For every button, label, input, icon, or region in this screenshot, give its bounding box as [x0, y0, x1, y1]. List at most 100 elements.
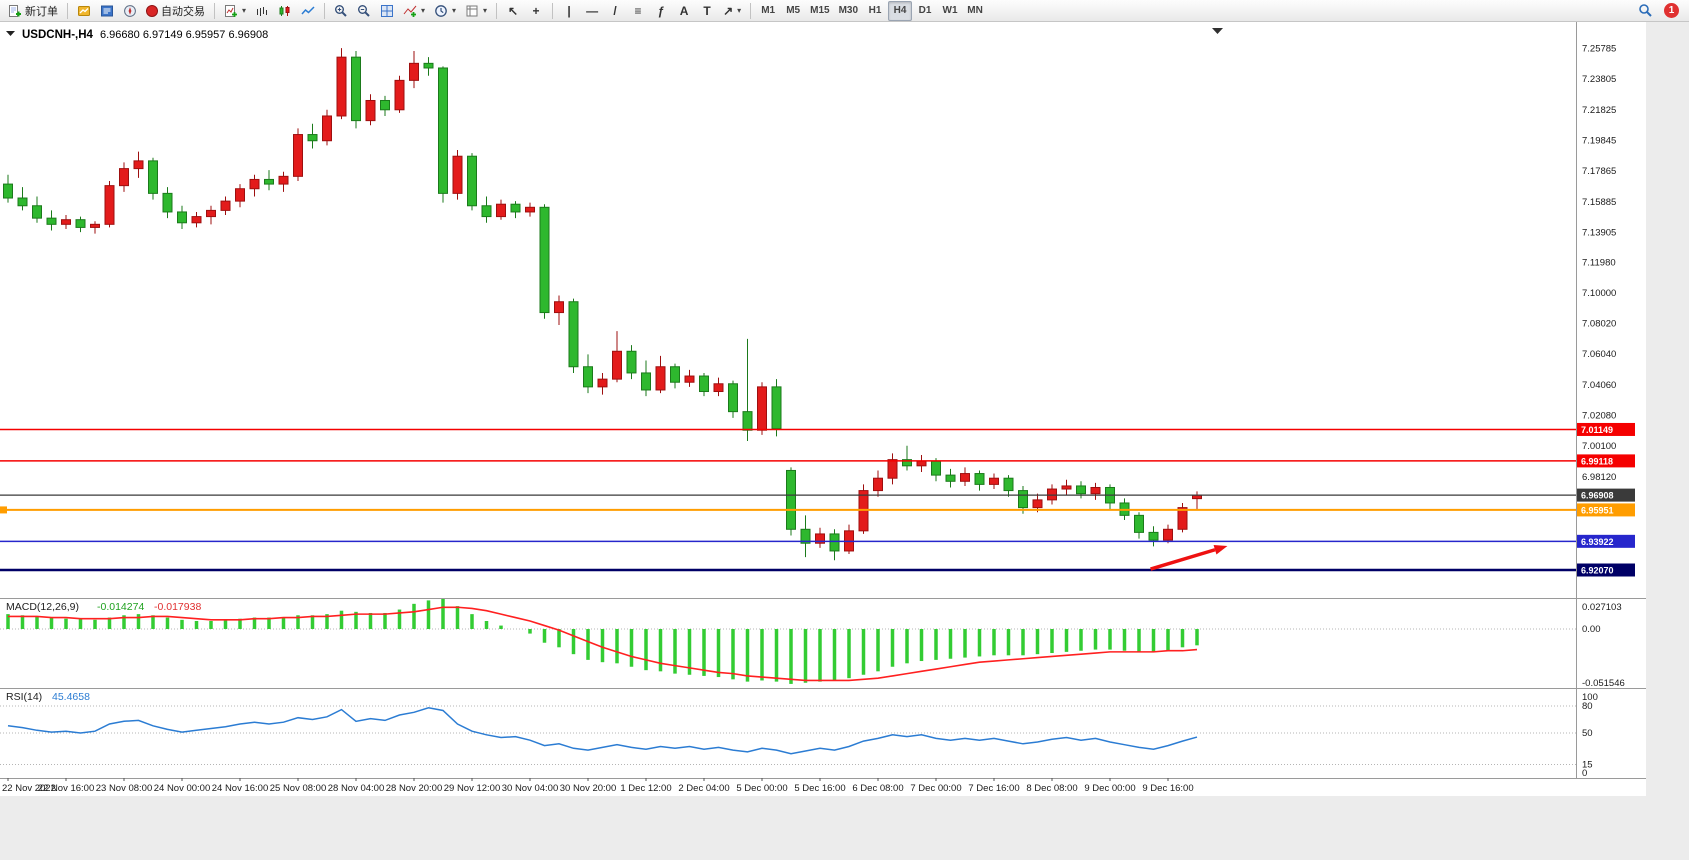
price-tag-label: 6.96908 [1581, 491, 1614, 501]
time-axis-label: 22 Nov 2022 [2, 783, 56, 794]
line-chart-button[interactable] [297, 1, 319, 21]
new-chart-button[interactable]: ▾ [220, 1, 250, 21]
chart-corner-dropdown-icon[interactable] [1212, 28, 1223, 34]
candle-body [873, 477, 883, 492]
candlestick-chart-button[interactable] [274, 1, 296, 21]
text-label-button[interactable]: T [696, 1, 718, 21]
timeframe-mn-button[interactable]: MN [963, 1, 987, 21]
horizontal-line-icon: — [586, 3, 599, 18]
chart-ohlc-readout: 6.96680 6.97149 6.95957 6.96908 [100, 29, 268, 41]
new-order-icon [9, 4, 21, 17]
new-order-button[interactable]: 新订单 [4, 1, 62, 21]
candle-body [1134, 514, 1144, 533]
zoom-in-button[interactable] [330, 1, 352, 21]
candle-body [17, 197, 28, 207]
candle-body [568, 301, 579, 368]
candle-body [220, 200, 231, 211]
equidistant-channel-button[interactable]: ≡ [627, 1, 649, 21]
arrow-object-line[interactable] [1150, 548, 1216, 571]
hline-handle[interactable] [0, 506, 7, 514]
candle-body [974, 473, 985, 485]
candlestick-chart-icon [279, 5, 290, 16]
crosshair-button[interactable]: + [525, 1, 547, 21]
price-axis-label: 7.02080 [1582, 411, 1616, 422]
arrow-object-head[interactable] [1213, 544, 1228, 555]
price-axis-label: 7.17865 [1582, 166, 1616, 177]
text-button[interactable]: A [673, 1, 695, 21]
candle-body [438, 67, 448, 194]
candle-body [278, 175, 289, 185]
price-axis-label: 6.98120 [1582, 472, 1616, 483]
timeframe-m1-button[interactable]: M1 [756, 1, 780, 21]
trendline-icon: / [613, 3, 617, 18]
indicator-scale-label: 100 [1582, 692, 1598, 703]
candle-body [684, 375, 695, 383]
time-axis-label: 30 Nov 04:00 [502, 783, 559, 794]
candle-body [699, 375, 709, 393]
candle-body [1148, 531, 1159, 541]
toolbar-separator [324, 2, 326, 19]
candle-body [423, 62, 434, 69]
toolbar-separator [214, 2, 215, 19]
template-icon [466, 5, 478, 16]
fibonacci-button[interactable]: ƒ [650, 1, 672, 21]
timeframe-m5-button[interactable]: M5 [781, 1, 805, 21]
timeframe-w1-button[interactable]: W1 [938, 1, 962, 21]
candle-body [829, 533, 840, 552]
tile-windows-button[interactable] [376, 1, 398, 21]
charts-profile-button[interactable] [73, 1, 95, 21]
toolbar-separator [496, 2, 498, 19]
candle-body [191, 216, 202, 224]
notification-badge[interactable]: 1 [1664, 3, 1679, 18]
indicators-button[interactable]: ▾ [399, 1, 429, 21]
candle-body [670, 366, 680, 383]
search-button[interactable] [1634, 1, 1657, 21]
chart-canvas[interactable]: 7.25785 7.23805 7.21825 7.19845 7.17865 7.158… [0, 22, 1689, 860]
autotrading-button[interactable]: 自动交易 [142, 1, 209, 21]
fibonacci-icon: ƒ [657, 3, 665, 18]
zoom-in-icon [335, 4, 347, 17]
candle-body [336, 56, 347, 117]
indicators-icon [403, 5, 417, 17]
candle-body [1177, 507, 1188, 530]
crosshair-icon: + [532, 3, 540, 18]
candle-body [626, 350, 637, 374]
time-axis-label: 23 Nov 08:00 [96, 783, 153, 794]
candle-body [728, 383, 738, 413]
rsi-indicator-label: RSI(14) [6, 691, 42, 703]
candle-body [554, 301, 564, 314]
time-axis-label: 29 Nov 12:00 [444, 783, 501, 794]
vertical-line-icon: | [567, 3, 571, 18]
price-tag [1577, 488, 1635, 502]
timeframe-d1-button[interactable]: D1 [913, 1, 937, 21]
navigator-button[interactable] [119, 1, 141, 21]
toolbar-separator [750, 2, 752, 19]
indicator-scale-label: 50 [1582, 728, 1593, 739]
cursor-button[interactable]: ↖ [502, 1, 524, 21]
candle-body [655, 366, 666, 391]
timeframe-m30-button[interactable]: M30 [835, 1, 862, 21]
price-axis-label: 7.19845 [1582, 136, 1616, 147]
time-axis-label: 5 Dec 16:00 [794, 783, 845, 794]
timeframe-m15-button[interactable]: M15 [806, 1, 833, 21]
candle-body [887, 459, 898, 479]
timeframe-h1-button[interactable]: H1 [863, 1, 887, 21]
periods-button[interactable]: ▾ [430, 1, 460, 21]
bar-chart-button[interactable] [251, 1, 273, 21]
trendline-button[interactable]: / [604, 1, 626, 21]
price-tag [1577, 563, 1635, 577]
search-icon [1639, 4, 1652, 17]
candle-body [322, 115, 332, 142]
horizontal-line-button[interactable]: — [581, 1, 603, 21]
price-tag [1577, 422, 1635, 436]
market-watch-button[interactable] [96, 1, 118, 21]
candle-body [916, 460, 927, 467]
time-axis-label: 8 Dec 08:00 [1026, 783, 1077, 794]
arrows-button[interactable]: ↗ ▾ [719, 1, 745, 21]
zoom-out-button[interactable] [353, 1, 375, 21]
templates-button[interactable]: ▾ [461, 1, 491, 21]
collapse-chart-icon[interactable] [6, 31, 15, 36]
timeframe-h4-button[interactable]: H4 [888, 0, 913, 21]
vertical-line-button[interactable]: | [558, 1, 580, 21]
indicator-scale-label: 0 [1582, 768, 1587, 779]
